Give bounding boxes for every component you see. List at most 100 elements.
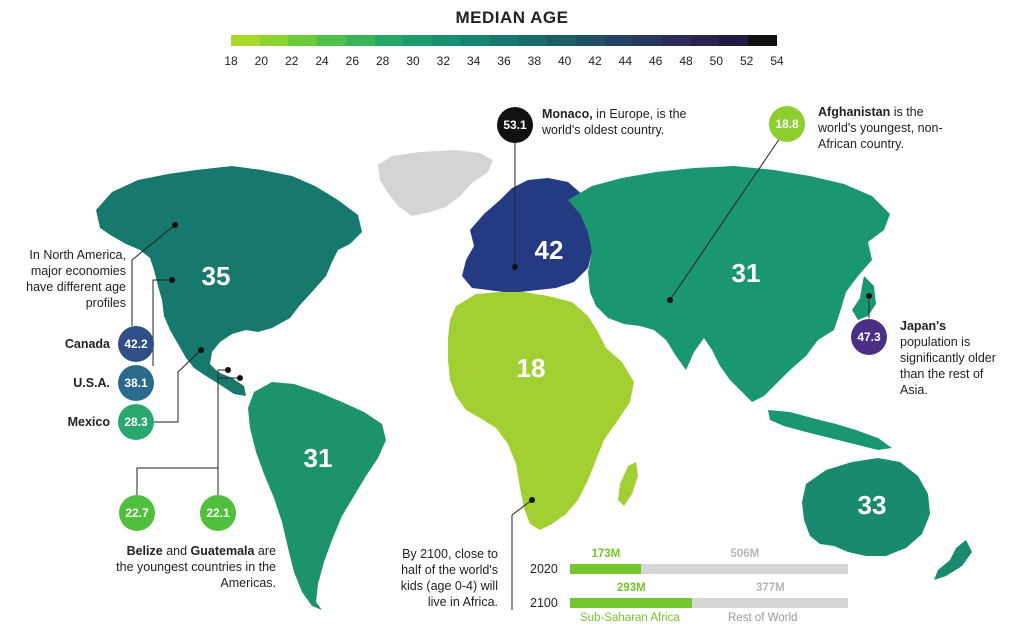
scale-tick-label: 46 — [648, 54, 663, 68]
madagascar-shape — [618, 462, 638, 506]
scale-tick-label: 50 — [709, 54, 723, 68]
scale-swatch — [748, 35, 777, 46]
scale-tick-label: 54 — [770, 54, 784, 68]
south-america-value: 31 — [304, 443, 333, 473]
oceania-shape — [802, 458, 930, 556]
scale-swatch — [403, 35, 433, 46]
europe-shape — [462, 178, 592, 292]
japan-bold: Japan's — [900, 319, 947, 333]
scale-swatch — [317, 35, 346, 46]
mexico-circle: 28.3 — [118, 404, 154, 440]
afghanistan-note: Afghanistan is the world's youngest, non… — [818, 104, 958, 152]
africa-kids-note: By 2100, close to half of the world's ki… — [400, 547, 498, 609]
median-age-scale — [231, 35, 777, 46]
japan-note: Japan's population is significantly olde… — [900, 318, 1000, 398]
scale-tick-label: 36 — [497, 54, 511, 68]
afghanistan-circle: 18.8 — [769, 106, 805, 142]
scale-swatch — [231, 35, 260, 46]
oceania-value: 33 — [858, 490, 887, 520]
scale-swatch — [288, 35, 318, 46]
afghanistan-value: 18.8 — [775, 117, 799, 131]
leader-dots — [169, 222, 872, 503]
north-america-shape — [96, 166, 362, 396]
scale-swatch — [374, 35, 404, 46]
monaco-bold: Monaco, — [542, 107, 593, 121]
scale-tick-label: 34 — [466, 54, 481, 68]
monaco-text: in Europe, is the world's oldest country… — [542, 107, 687, 137]
scale-swatch — [432, 35, 461, 46]
monaco-dot — [512, 264, 518, 270]
scale-tick-label: 40 — [557, 54, 572, 68]
africa-value: 18 — [517, 353, 546, 383]
scale-swatch — [259, 35, 289, 46]
indonesia-shape — [768, 410, 892, 450]
scale-swatch — [690, 35, 720, 46]
scale-tick-label: 28 — [375, 54, 390, 68]
bar-2020-rest-label: 506M — [730, 548, 760, 560]
scale-swatch — [575, 35, 605, 46]
mexico-label: Mexico — [67, 415, 110, 429]
scale-tick-label: 38 — [527, 54, 541, 68]
afghanistan-dot — [667, 297, 673, 303]
bar-2100-rest — [570, 598, 848, 608]
guatemala-leader — [217, 377, 240, 496]
canada-circle: 42.2 — [118, 326, 154, 362]
usa-label: U.S.A. — [73, 376, 110, 390]
japan-shape — [852, 276, 876, 320]
bar-2100-rest-label: 377M — [756, 582, 785, 594]
scale-swatch — [633, 35, 663, 46]
scale-swatch — [489, 35, 519, 46]
europe-value: 42 — [535, 235, 564, 265]
americas-young-note: Belize and Guatemala are the youngest co… — [110, 543, 276, 591]
scale-tick-label: 48 — [679, 54, 693, 68]
scale-swatch — [662, 35, 691, 46]
asia-shape — [568, 166, 890, 402]
guatemala-circle: 22.1 — [200, 495, 236, 531]
belize-dot — [225, 367, 231, 373]
bar-2100-ssa-label: 293M — [617, 582, 646, 594]
scale-tick-label: 32 — [436, 54, 450, 68]
scale-tick-labels: 18 20 22 24 26 28 30 32 34 36 38 40 42 44 46 48 50 52 54 — [0, 54, 1024, 70]
scale-tick-label: 24 — [315, 54, 329, 68]
americas-young-text: are the youngest countries in the Americ… — [116, 544, 276, 590]
scale-tick-label: 52 — [739, 54, 754, 68]
usa-dot — [169, 277, 175, 283]
asia-value: 31 — [732, 258, 761, 288]
afghanistan-bold: Afghanistan — [818, 105, 891, 119]
scale-tick-label: 22 — [284, 54, 299, 68]
guatemala-value: 22.1 — [206, 506, 230, 520]
bar-2020-ssa — [570, 564, 641, 574]
scale-swatch — [604, 35, 634, 46]
guatemala-dot — [237, 375, 243, 381]
monaco-note: Monaco, in Europe, is the world's oldest… — [542, 106, 712, 138]
monaco-value: 53.1 — [503, 118, 527, 132]
afghanistan-text: is the world's youngest, non-African cou… — [818, 105, 943, 151]
africa-shape — [448, 292, 634, 530]
scale-swatch — [460, 35, 490, 46]
bar-2020-ssa-label: 173M — [591, 548, 621, 560]
africa-dot — [529, 497, 535, 503]
bar-year-2020: 2020 — [530, 562, 558, 576]
chart-title: MEDIAN AGE — [455, 8, 569, 27]
mexico-leader — [150, 349, 202, 423]
leader-lines — [131, 137, 870, 610]
belize-bold: Belize — [126, 544, 163, 558]
and-text: and — [162, 544, 191, 558]
mexico-value: 28.3 — [124, 415, 148, 429]
bar-year-2100: 2100 — [530, 596, 558, 610]
south-america-shape — [248, 382, 386, 610]
legend-rest: Rest of World — [728, 612, 798, 624]
mexico-dot — [198, 347, 204, 353]
canada-label: Canada — [64, 337, 110, 351]
guatemala-bold: Guatemala — [190, 544, 255, 558]
scale-tick-label: 44 — [618, 54, 632, 68]
north-america-note: In North America, major economies have d… — [26, 248, 126, 310]
scale-swatch — [345, 35, 375, 46]
legend-ssa: Sub-Saharan Africa — [580, 612, 680, 624]
scale-tick-label: 30 — [406, 54, 420, 68]
africa-leader — [511, 499, 533, 516]
scale-swatch — [719, 35, 749, 46]
usa-circle: 38.1 — [118, 365, 154, 401]
greenland-shape — [378, 150, 493, 216]
